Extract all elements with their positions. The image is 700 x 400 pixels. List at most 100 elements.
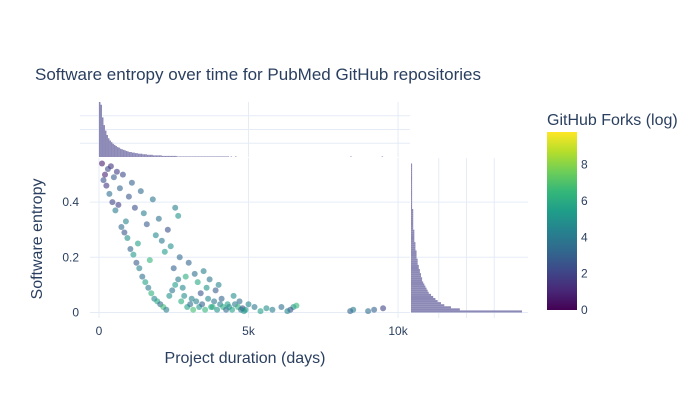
y-marginal-histogram bbox=[411, 158, 528, 318]
scatter-point bbox=[230, 292, 237, 299]
x-marginal-bar bbox=[203, 156, 206, 157]
scatter-point bbox=[193, 298, 200, 305]
colorbar-tick-label: 8 bbox=[581, 158, 588, 172]
x-marginal-bar bbox=[182, 156, 185, 157]
y-marginal-bar bbox=[411, 219, 414, 222]
y-marginal-bar bbox=[411, 190, 413, 193]
y-marginal-bar bbox=[411, 217, 414, 220]
scatter-point bbox=[109, 199, 116, 206]
x-tick-label: 5k bbox=[242, 324, 256, 338]
scatter-point bbox=[278, 304, 285, 310]
x-marginal-bar bbox=[176, 156, 179, 157]
scatter-point bbox=[178, 298, 185, 305]
scatter-point bbox=[197, 290, 204, 297]
y-tick-label: 0 bbox=[72, 305, 79, 319]
x-marginal-bar bbox=[188, 156, 191, 157]
y-marginal-bar bbox=[411, 266, 419, 270]
x-marginal-bar bbox=[155, 155, 158, 157]
x-marginal-bar bbox=[152, 155, 155, 157]
x-marginal-bar bbox=[122, 149, 125, 157]
x-marginal-bar bbox=[140, 153, 143, 157]
y-marginal-bar bbox=[411, 269, 420, 272]
x-marginal-bar bbox=[151, 154, 153, 157]
scatter-point bbox=[139, 273, 146, 280]
y-marginal-bar bbox=[411, 229, 415, 232]
x-marginal-bar bbox=[100, 104, 102, 157]
y-marginal-bar bbox=[411, 285, 426, 288]
y-marginal-bar bbox=[411, 244, 416, 247]
scatter-point bbox=[175, 276, 182, 283]
y-marginal-bar bbox=[411, 235, 415, 238]
y-marginal-bar bbox=[411, 300, 438, 303]
y-marginal-bar bbox=[411, 196, 413, 199]
y-marginal-bar bbox=[411, 163, 413, 166]
x-axis-ticks: 0 5k 10k bbox=[96, 324, 409, 338]
scatter-point bbox=[134, 240, 141, 247]
y-marginal-bar bbox=[411, 215, 414, 218]
y-marginal-bar bbox=[411, 256, 417, 259]
y-marginal-bar bbox=[411, 293, 431, 296]
scatter-point bbox=[112, 207, 119, 214]
scatter-point bbox=[99, 160, 105, 167]
scatter-point bbox=[149, 196, 156, 203]
x-marginal-bar bbox=[119, 148, 122, 157]
scatter-point bbox=[142, 279, 149, 286]
y-marginal-bar bbox=[411, 182, 413, 185]
x-marginal-bar bbox=[160, 155, 162, 157]
x-marginal-bar bbox=[169, 155, 171, 157]
y-axis-ticks: 0 0.2 0.4 bbox=[62, 195, 79, 319]
y-marginal-bar bbox=[411, 289, 428, 292]
x-marginal-bar bbox=[173, 155, 176, 157]
y-marginal-bar bbox=[411, 275, 421, 278]
scatter-point bbox=[191, 270, 198, 277]
scatter-point bbox=[182, 273, 189, 280]
y-marginal-bar bbox=[411, 184, 413, 187]
scatter-point bbox=[263, 305, 270, 312]
scatter-point bbox=[155, 215, 162, 222]
x-marginal-bar bbox=[134, 153, 137, 157]
x-marginal-bar bbox=[172, 155, 174, 157]
scatter-point bbox=[130, 251, 137, 258]
x-marginal-bar bbox=[206, 156, 209, 157]
x-marginal-bar bbox=[211, 156, 213, 157]
scatter-point bbox=[102, 171, 108, 178]
scatter-point bbox=[136, 265, 143, 272]
scatter-plot-background bbox=[90, 158, 410, 318]
x-marginal-bar bbox=[381, 156, 384, 157]
x-marginal-bar bbox=[221, 156, 224, 157]
scatter-point bbox=[229, 306, 236, 313]
scatter-grid bbox=[90, 158, 410, 318]
scatter-point bbox=[167, 243, 174, 250]
scatter-point bbox=[124, 235, 131, 241]
x-marginal-bar bbox=[128, 152, 131, 157]
scatter-point bbox=[122, 218, 129, 225]
x-marginal-bar bbox=[167, 155, 170, 157]
scatter-point bbox=[203, 284, 210, 291]
x-marginal-bar bbox=[139, 153, 141, 157]
scatter-point bbox=[118, 224, 125, 230]
colorbar-title: GitHub Forks (log) bbox=[547, 112, 678, 129]
scatter-point bbox=[110, 174, 117, 181]
scatter-point bbox=[181, 292, 188, 299]
x-marginal-bar bbox=[170, 155, 173, 157]
x-marginal-bar bbox=[179, 156, 182, 157]
y-marginal-bar bbox=[411, 248, 416, 251]
scatter-points bbox=[99, 160, 387, 315]
x-marginal-bar bbox=[157, 155, 159, 157]
x-marginal-bar bbox=[212, 156, 215, 157]
y-marginal-bar bbox=[411, 281, 424, 284]
scatter-point bbox=[103, 182, 110, 189]
x-marginal-bar bbox=[191, 156, 194, 157]
scatter-plot-area: 0 5k 10k 0 0.2 0.4 bbox=[62, 158, 410, 338]
x-marginal-bar bbox=[106, 135, 108, 157]
y-marginal-bar bbox=[411, 279, 423, 282]
scatter-point bbox=[148, 290, 155, 297]
y-marginal-bar bbox=[411, 209, 414, 212]
x-marginal-bar bbox=[214, 156, 216, 157]
x-marginal-bar bbox=[116, 147, 119, 157]
x-marginal-bar bbox=[136, 153, 138, 157]
scatter-point bbox=[200, 268, 207, 275]
x-marginal-bar bbox=[137, 153, 140, 157]
y-marginal-bar bbox=[411, 202, 413, 205]
colorbar-gradient bbox=[547, 132, 577, 310]
